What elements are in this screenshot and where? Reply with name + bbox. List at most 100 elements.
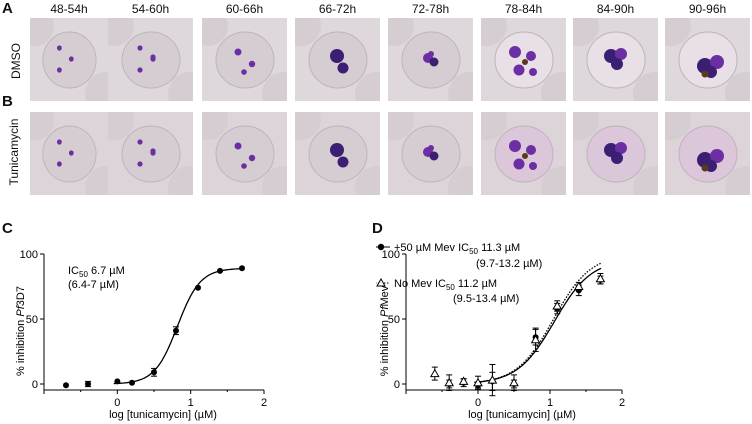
parasite-nucleus <box>68 150 74 156</box>
parasite-nucleus <box>428 145 434 151</box>
dose-response-chart-d: 0 50 100 0 1 2 % inhibition PfMev log [tunica… <box>376 242 625 421</box>
c-data-point <box>63 382 69 389</box>
d-data-point-triangle <box>473 377 483 387</box>
c-x-axis-label: log [tunicamycin] (µM) <box>109 409 217 421</box>
neighbor-rbc <box>448 166 473 195</box>
timepoint-header: 78-84h <box>504 2 543 16</box>
row-label-dmso: DMSO <box>9 43 23 79</box>
micrograph-tunicamycin <box>388 112 473 195</box>
neighbor-rbc <box>168 72 193 101</box>
parasite-nucleus <box>56 139 62 145</box>
neighbor-rbc <box>541 72 566 101</box>
neighbor-rbc <box>108 18 134 46</box>
neighbor-rbc <box>481 18 507 46</box>
hemozoin <box>701 70 709 78</box>
neighbor-rbc <box>633 166 658 195</box>
parasite-nucleus <box>509 140 521 152</box>
micrograph-tunicamycin <box>573 112 658 195</box>
d-y-axis-label: % inhibition PfMev <box>379 285 391 376</box>
parasite-nucleus <box>56 67 62 73</box>
panel-letter-d: D <box>372 220 383 237</box>
d-y-tick-label: 50 <box>388 314 400 326</box>
hemozoin <box>701 164 709 172</box>
c-ic50-ci: (6.4-7 µM) <box>68 279 119 291</box>
neighbor-rbc <box>541 166 566 195</box>
parasite-nucleus <box>526 51 536 61</box>
parasite-nucleus <box>234 142 242 150</box>
parasite-nucleus <box>611 152 623 164</box>
micrograph-tunicamycin <box>481 112 566 195</box>
hemozoin <box>522 153 528 159</box>
parasite-nucleus <box>248 154 256 162</box>
micrograph-tunicamycin <box>30 112 108 195</box>
neighbor-rbc <box>262 72 287 101</box>
timepoint-header: 90-96h <box>688 2 727 16</box>
neighbor-rbc <box>481 112 507 140</box>
c-data-point <box>239 265 245 272</box>
neighbor-rbc <box>85 72 108 101</box>
neighbor-rbc <box>262 166 287 195</box>
c-x-tick-label: 0 <box>114 397 120 409</box>
neighbor-rbc <box>295 112 321 140</box>
parasite-nucleus <box>710 55 724 69</box>
neighbor-rbc <box>30 112 54 140</box>
timepoint-header: 84-90h <box>596 2 635 16</box>
c-data-point <box>173 327 179 334</box>
d-x-tick-label: 1 <box>547 397 553 409</box>
d-legend-nomev: No Mev IC50 11.2 µM <box>394 278 497 292</box>
parasite-nucleus <box>330 49 344 63</box>
c-data-point <box>85 381 91 387</box>
micrograph-dmso <box>388 18 473 101</box>
parasite-nucleus <box>137 67 143 73</box>
neighbor-rbc <box>295 18 321 46</box>
neighbor-rbc <box>30 18 54 46</box>
timepoint-header: 72-78h <box>411 2 450 16</box>
d-x-tick-label: 0 <box>475 397 481 409</box>
parasite-nucleus <box>710 149 724 163</box>
parasite-nucleus <box>248 60 256 68</box>
neighbor-rbc <box>108 112 134 140</box>
c-y-tick-label: 50 <box>26 314 38 326</box>
parasite-nucleus <box>56 161 62 167</box>
c-fit-curve <box>113 268 243 385</box>
d-fit-curve-nomev <box>474 262 602 383</box>
c-data-point <box>195 284 201 291</box>
c-y-tick-label: 0 <box>32 379 38 391</box>
c-x-tick-label: 1 <box>188 397 194 409</box>
d-data-point-triangle <box>552 300 563 310</box>
infected-rbc <box>215 125 275 183</box>
d-data-point-triangle <box>487 375 498 384</box>
parasite-nucleus <box>526 145 536 155</box>
micrograph-tunicamycin <box>665 112 750 195</box>
timepoint-header: 66-72h <box>318 2 357 16</box>
neighbor-rbc <box>725 166 750 195</box>
d-legend: +50 µM Mev IC50 11.3 µM (9.7-13.2 µM) No… <box>376 242 542 305</box>
d-data-point-triangle <box>595 273 606 283</box>
parasite-nucleus <box>611 58 623 70</box>
infected-rbc <box>215 31 275 89</box>
d-data-point-triangle <box>444 377 455 387</box>
d-y-tick-label: 0 <box>394 379 400 391</box>
d-data-point-triangle <box>509 377 519 387</box>
micrograph-dmso <box>202 18 287 101</box>
parasite-nucleus <box>68 56 74 62</box>
micrograph-dmso <box>108 18 193 101</box>
neighbor-rbc <box>665 112 691 140</box>
neighbor-rbc <box>665 18 691 46</box>
neighbor-rbc <box>355 166 380 195</box>
c-data-point <box>129 379 135 386</box>
parasite-nucleus <box>615 142 627 154</box>
neighbor-rbc <box>388 112 414 140</box>
parasite-nucleus <box>241 163 247 169</box>
timepoint-header: 48-54h <box>50 2 88 16</box>
c-ic50-annotation: IC50 6.7 µM <box>68 265 125 279</box>
parasite-nucleus <box>429 151 439 161</box>
c-data-point <box>151 369 157 376</box>
d-legend-nomev-ci: (9.5-13.4 µM) <box>453 293 519 305</box>
d-legend-marker-mev <box>377 243 385 251</box>
micrograph-tunicamycin <box>202 112 287 195</box>
parasite-nucleus <box>428 51 434 57</box>
d-legend-marker-nomev <box>376 277 386 287</box>
micrograph-dmso <box>573 18 658 101</box>
neighbor-rbc <box>448 72 473 101</box>
